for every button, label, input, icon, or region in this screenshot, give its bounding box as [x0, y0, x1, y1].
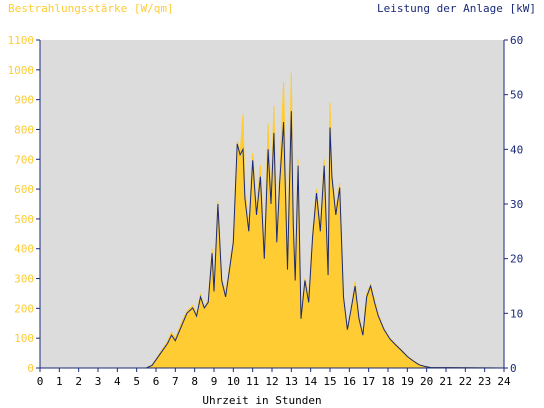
left-tick-label: 1100 [8, 34, 35, 47]
left-tick-label: 600 [14, 183, 34, 196]
left-tick-label: 500 [14, 213, 34, 226]
x-tick-label: 0 [37, 375, 44, 388]
right-tick-label: 50 [510, 89, 523, 102]
x-tick-label: 23 [478, 375, 491, 388]
x-tick-label: 17 [362, 375, 375, 388]
x-tick-label: 1 [56, 375, 63, 388]
right-tick-label: 20 [510, 253, 523, 266]
x-tick-label: 11 [246, 375, 259, 388]
x-axis-label: Uhrzeit in Stunden [202, 394, 321, 407]
right-tick-group: 0 10 20 30 40 50 60 [504, 34, 523, 375]
right-tick-label: 60 [510, 34, 523, 47]
right-tick-label: 0 [510, 362, 517, 375]
left-tick-label: 0 [27, 362, 34, 375]
x-tick-label: 16 [343, 375, 356, 388]
x-tick-label: 22 [459, 375, 472, 388]
left-tick-label: 700 [14, 153, 34, 166]
x-tick-label: 14 [304, 375, 318, 388]
x-tick-label: 3 [95, 375, 102, 388]
left-tick-label: 100 [14, 332, 34, 345]
x-tick-label: 20 [420, 375, 433, 388]
x-tick-label: 12 [265, 375, 278, 388]
x-tick-group: 0 1 2 3 4 5 6 7 8 9 10 11 12 13 14 15 16 17 18 19 20 21 22 23 24 [37, 368, 511, 388]
left-tick-group: 0 100 200 300 400 500 600 700 800 900 1000 1100 [8, 34, 40, 375]
left-tick-label: 900 [14, 94, 34, 107]
series-layer [40, 72, 505, 369]
left-tick-label: 200 [14, 302, 34, 315]
x-tick-label: 4 [114, 375, 121, 388]
left-tick-label: 1000 [8, 64, 35, 77]
x-tick-label: 24 [497, 375, 511, 388]
x-tick-label: 9 [211, 375, 218, 388]
x-tick-label: 15 [323, 375, 336, 388]
right-tick-label: 30 [510, 198, 523, 211]
x-tick-label: 2 [75, 375, 82, 388]
x-tick-label: 18 [381, 375, 394, 388]
right-tick-label: 40 [510, 143, 523, 156]
left-axis-title: Bestrahlungsstärke [W/qm] [8, 2, 174, 15]
left-tick-label: 400 [14, 243, 34, 256]
left-tick-label: 300 [14, 273, 34, 286]
x-tick-label: 21 [439, 375, 452, 388]
x-tick-label: 5 [133, 375, 140, 388]
left-tick-label: 800 [14, 123, 34, 136]
x-tick-label: 6 [153, 375, 160, 388]
x-tick-label: 8 [191, 375, 198, 388]
x-tick-label: 10 [227, 375, 240, 388]
x-tick-label: 7 [172, 375, 179, 388]
right-tick-label: 10 [510, 307, 523, 320]
x-tick-label: 13 [285, 375, 298, 388]
x-tick-label: 19 [401, 375, 414, 388]
right-axis-title: Leistung der Anlage [kW] [377, 2, 536, 15]
power-line-series [40, 111, 505, 369]
